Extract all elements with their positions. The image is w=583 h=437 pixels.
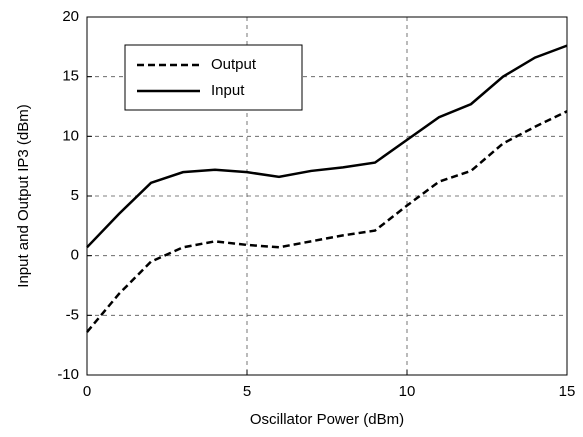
legend-label: Input [211, 82, 245, 99]
y-tick-label: -10 [57, 366, 79, 383]
y-tick-label: 15 [62, 68, 79, 85]
x-tick-label: 0 [83, 383, 91, 400]
x-tick-label: 5 [243, 383, 251, 400]
x-tick-label: 15 [559, 383, 576, 400]
x-axis-label: Oscillator Power (dBm) [250, 411, 404, 428]
line-series [86, 44, 568, 249]
y-tick-label: 0 [71, 247, 79, 264]
legend-box [124, 44, 303, 111]
y-tick-label: 20 [62, 8, 79, 25]
plot-frame [86, 16, 568, 376]
line-series [86, 110, 568, 333]
y-tick-label: 5 [71, 187, 79, 204]
legend-label: Output [211, 56, 257, 73]
x-tick-label: 10 [399, 383, 416, 400]
y-axis-label: Input and Output IP3 (dBm) [15, 104, 32, 287]
y-tick-label: 10 [62, 127, 79, 144]
y-tick-label: -5 [66, 306, 79, 323]
